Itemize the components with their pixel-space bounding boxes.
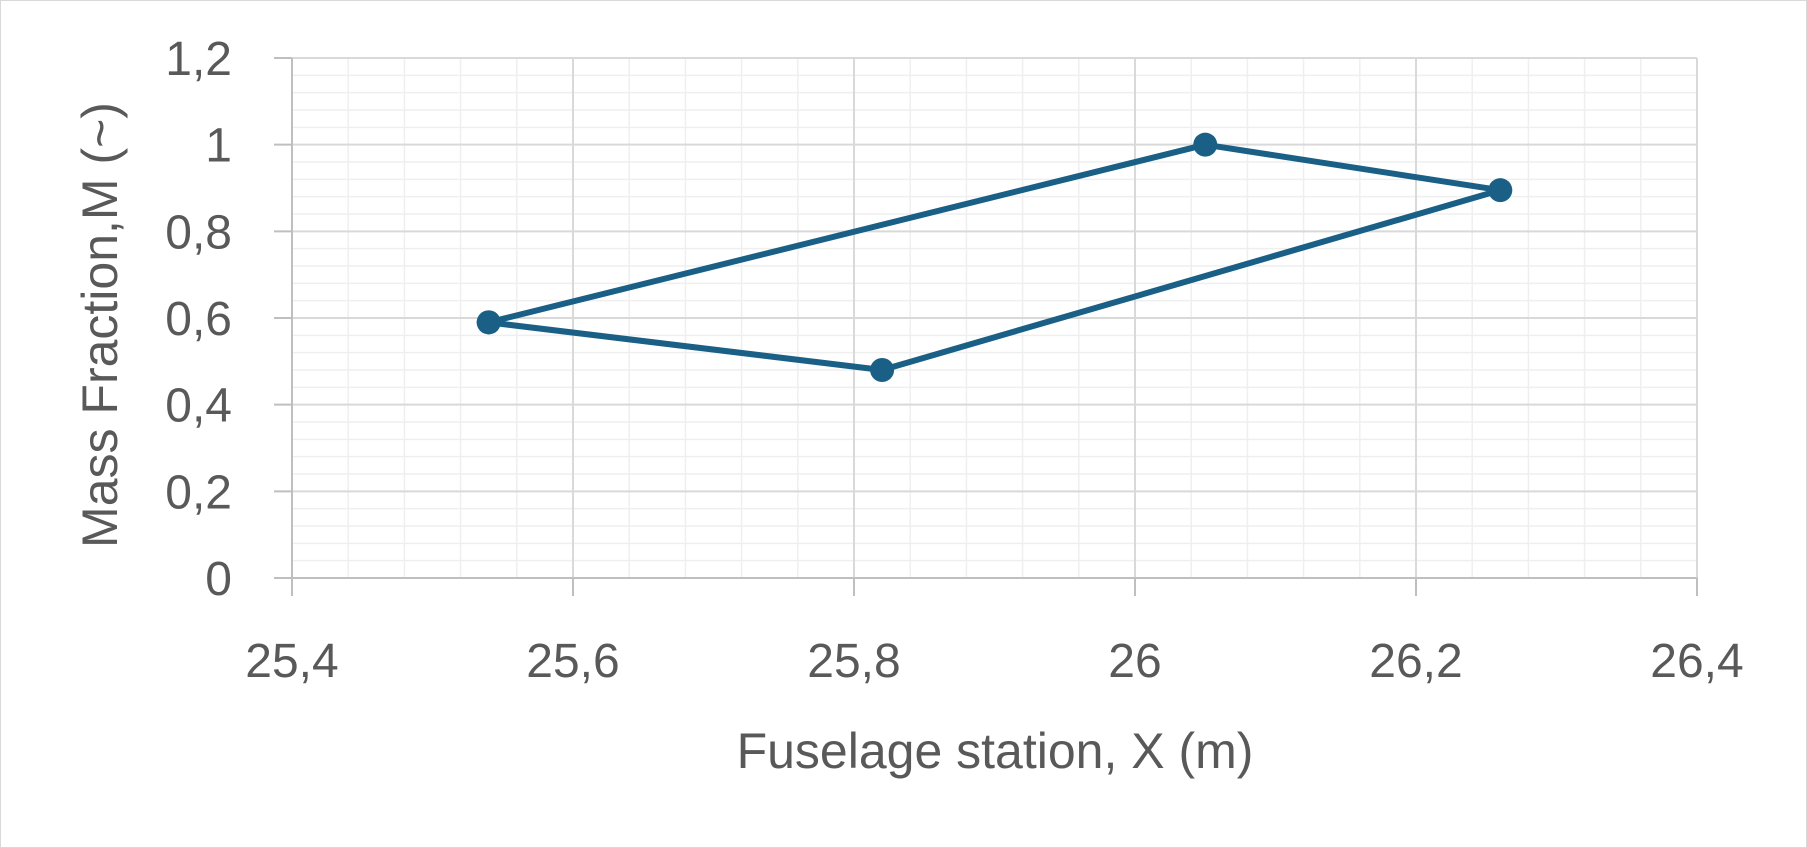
y-tick-label: 1 xyxy=(205,120,232,173)
series-layer xyxy=(476,132,1513,382)
x-tick-label: 25,4 xyxy=(245,635,338,688)
x-axis-title: Fuselage station, X (m) xyxy=(737,723,1254,779)
x-tick-label: 25,8 xyxy=(807,635,900,688)
y-axis-title: Mass Fraction,M (~) xyxy=(72,102,128,548)
y-tick-label: 0,2 xyxy=(165,466,232,519)
y-tick-labels: 0 0,2 0,4 0,6 0,8 1 1,2 xyxy=(165,33,232,606)
data-point xyxy=(870,358,895,382)
y-tick-label: 1,2 xyxy=(165,33,232,86)
data-point xyxy=(1193,132,1218,157)
y-tick-label: 0,6 xyxy=(165,293,232,346)
major-grid xyxy=(291,57,1698,579)
x-tick-labels: 25,4 25,6 25,8 26 26,2 26,4 xyxy=(245,635,1743,688)
y-tick-label: 0,8 xyxy=(165,206,232,259)
data-point xyxy=(1488,178,1513,203)
x-tick-label: 26,2 xyxy=(1369,635,1462,688)
series-line xyxy=(487,141,1504,373)
x-tick-label: 26 xyxy=(1108,635,1161,688)
axes xyxy=(274,57,1698,596)
y-tick-label: 0,4 xyxy=(165,380,232,433)
y-tick-label: 0 xyxy=(205,553,232,606)
data-point xyxy=(476,310,501,335)
x-tick-label: 25,6 xyxy=(526,635,619,688)
x-tick-label: 26,4 xyxy=(1650,635,1743,688)
